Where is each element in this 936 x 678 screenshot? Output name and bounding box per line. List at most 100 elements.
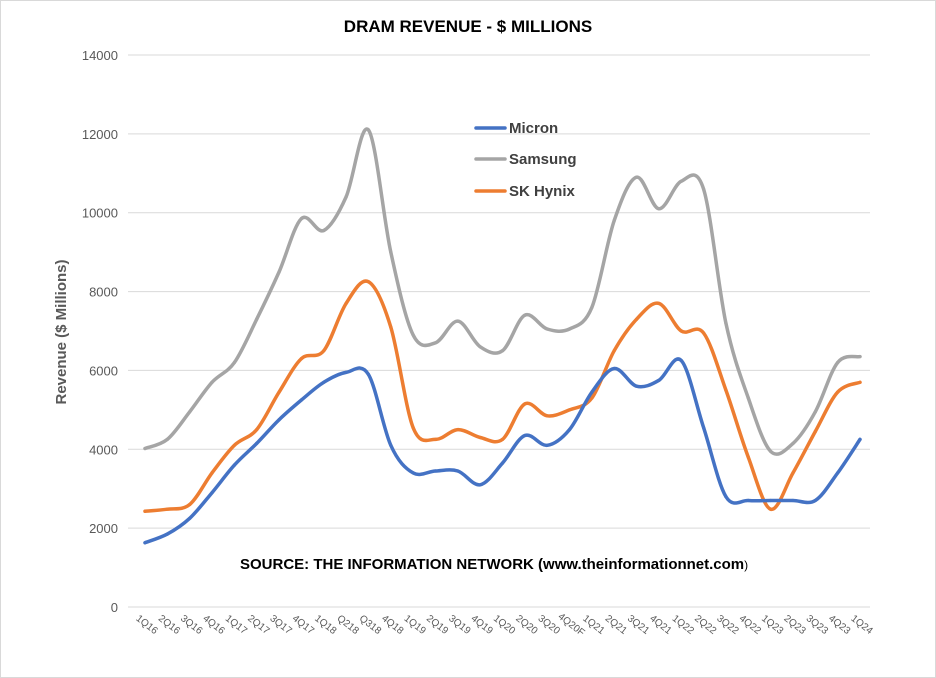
data-point-sk-hynix xyxy=(322,349,326,353)
x-tick-label: 4Q20F xyxy=(556,611,587,638)
data-point-sk-hynix xyxy=(411,426,415,430)
data-point-micron xyxy=(232,463,236,467)
data-point-samsung xyxy=(858,355,862,359)
data-point-sk-hynix xyxy=(657,301,661,305)
data-point-sk-hynix xyxy=(143,509,147,513)
data-point-samsung xyxy=(478,345,482,349)
data-point-micron xyxy=(612,366,616,371)
data-point-samsung xyxy=(657,207,661,211)
x-tick-label: 3Q22 xyxy=(714,613,740,637)
data-point-samsung xyxy=(344,195,348,199)
data-point-samsung xyxy=(836,360,840,365)
data-point-micron xyxy=(389,443,393,447)
data-point-sk-hynix xyxy=(545,414,549,418)
y-tick-label: 10000 xyxy=(82,206,118,221)
x-tick-label: 4Q19 xyxy=(469,613,495,637)
data-point-sk-hynix xyxy=(232,443,236,447)
x-tick-label: 1Q18 xyxy=(312,613,338,637)
data-point-sk-hynix xyxy=(523,402,527,406)
data-point-micron xyxy=(657,378,661,382)
data-point-sk-hynix xyxy=(791,471,795,475)
data-point-sk-hynix xyxy=(612,349,616,353)
data-point-micron xyxy=(702,426,706,430)
data-point-sk-hynix xyxy=(724,388,728,392)
data-point-sk-hynix xyxy=(590,396,594,400)
data-point-samsung xyxy=(702,187,706,191)
data-point-micron xyxy=(210,491,214,495)
data-point-sk-hynix xyxy=(255,428,259,432)
x-tick-label: 4Q17 xyxy=(290,613,316,637)
data-point-samsung xyxy=(366,128,370,132)
data-point-micron xyxy=(791,498,795,503)
data-point-micron xyxy=(456,469,460,473)
data-point-samsung xyxy=(635,175,639,179)
data-point-samsung xyxy=(143,446,147,451)
series-line-sk-hynix xyxy=(143,279,862,513)
data-point-micron xyxy=(299,398,303,402)
x-tick-label: 4Q18 xyxy=(379,613,405,637)
source-annotation: SOURCE: THE INFORMATION NETWORK (www.the… xyxy=(240,556,748,573)
y-axis-ticks: 0 2000 4000 6000 8000 10000 12000 14000 xyxy=(82,48,118,615)
x-tick-label: 3Q17 xyxy=(268,613,294,637)
y-tick-label: 12000 xyxy=(82,127,118,142)
data-point-micron xyxy=(277,418,281,422)
data-point-micron xyxy=(143,541,147,545)
data-point-micron xyxy=(836,471,840,475)
data-point-sk-hynix xyxy=(858,380,862,384)
data-point-sk-hynix xyxy=(836,390,840,394)
legend: Micron Samsung SK Hynix xyxy=(474,120,577,200)
data-point-sk-hynix xyxy=(702,331,706,335)
x-tick-label: Q318 xyxy=(357,613,383,637)
x-tick-label: 1Q24 xyxy=(849,613,875,637)
data-point-samsung xyxy=(389,250,393,254)
data-point-micron xyxy=(523,433,527,438)
x-tick-label: 2Q21 xyxy=(603,613,629,637)
data-point-sk-hynix xyxy=(210,471,214,475)
data-point-samsung xyxy=(277,270,281,274)
series-line-micron xyxy=(143,357,862,545)
data-point-sk-hynix xyxy=(769,507,773,511)
data-point-micron xyxy=(679,359,683,363)
x-tick-label: 2Q17 xyxy=(245,613,271,637)
x-tick-label: 1Q21 xyxy=(580,613,606,637)
x-tick-label: 3Q16 xyxy=(178,613,204,637)
data-point-micron xyxy=(255,441,259,445)
x-tick-label: 1Q23 xyxy=(759,613,785,637)
x-tick-label: 2Q19 xyxy=(424,613,450,637)
y-tick-label: 2000 xyxy=(89,521,118,536)
x-tick-label: 2Q16 xyxy=(156,613,182,637)
data-point-samsung xyxy=(456,319,460,323)
data-point-micron xyxy=(769,498,773,503)
data-point-micron xyxy=(366,372,370,376)
data-point-micron xyxy=(813,498,817,503)
data-point-samsung xyxy=(612,219,616,223)
y-tick-label: 14000 xyxy=(82,48,118,63)
x-tick-label: 1Q17 xyxy=(223,613,249,637)
x-tick-label: 1Q22 xyxy=(670,613,696,637)
data-point-sk-hynix xyxy=(299,357,303,361)
data-point-samsung xyxy=(232,360,236,365)
data-point-sk-hynix xyxy=(344,301,348,305)
data-point-sk-hynix xyxy=(366,280,370,284)
data-point-sk-hynix xyxy=(567,408,572,412)
data-point-micron xyxy=(724,495,728,499)
data-point-samsung xyxy=(746,396,750,400)
data-point-micron xyxy=(590,390,594,394)
data-point-micron xyxy=(500,461,505,465)
data-point-sk-hynix xyxy=(456,428,460,432)
data-point-samsung xyxy=(433,341,438,345)
data-point-samsung xyxy=(724,321,728,325)
data-point-micron xyxy=(344,370,348,374)
data-point-micron xyxy=(746,498,750,503)
x-tick-label: Q218 xyxy=(335,613,361,637)
data-point-micron xyxy=(433,469,438,473)
x-tick-label: 4Q21 xyxy=(647,613,673,637)
x-tick-label: 3Q21 xyxy=(625,613,651,637)
legend-label-micron: Micron xyxy=(509,120,558,137)
legend-label-samsung: Samsung xyxy=(509,151,577,168)
y-tick-label: 8000 xyxy=(89,285,118,300)
data-point-sk-hynix xyxy=(433,437,438,441)
x-tick-label: 1Q20 xyxy=(491,613,517,637)
x-tick-label: 4Q16 xyxy=(201,613,227,637)
data-point-samsung xyxy=(590,305,594,309)
